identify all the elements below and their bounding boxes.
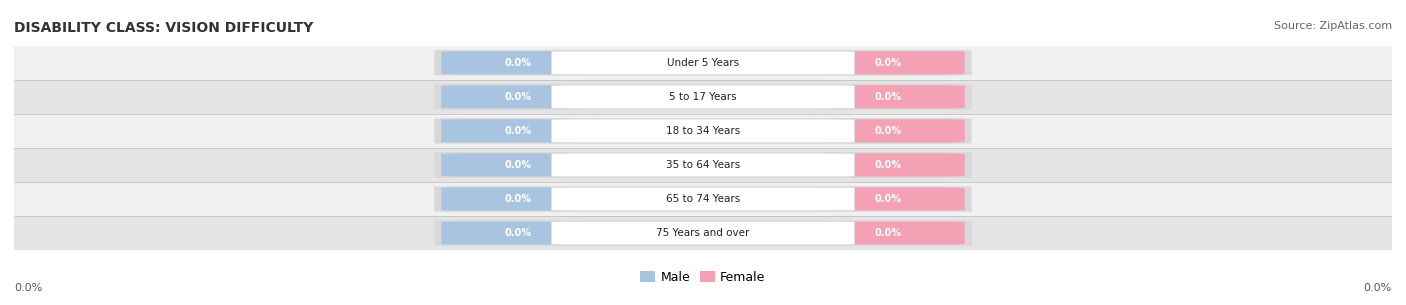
Text: 0.0%: 0.0% <box>875 228 901 238</box>
Text: 5 to 17 Years: 5 to 17 Years <box>669 92 737 102</box>
Text: 0.0%: 0.0% <box>875 194 901 204</box>
FancyBboxPatch shape <box>551 119 855 143</box>
Text: 18 to 34 Years: 18 to 34 Years <box>666 126 740 136</box>
Bar <box>14 182 1392 216</box>
Text: 0.0%: 0.0% <box>505 92 531 102</box>
Bar <box>14 216 1392 250</box>
Text: 0.0%: 0.0% <box>1364 283 1392 293</box>
FancyBboxPatch shape <box>434 152 972 178</box>
FancyBboxPatch shape <box>811 188 965 210</box>
FancyBboxPatch shape <box>551 51 855 74</box>
Text: Source: ZipAtlas.com: Source: ZipAtlas.com <box>1274 21 1392 31</box>
Text: 0.0%: 0.0% <box>875 58 901 68</box>
Text: 0.0%: 0.0% <box>505 58 531 68</box>
FancyBboxPatch shape <box>811 119 965 142</box>
FancyBboxPatch shape <box>434 84 972 110</box>
Bar <box>14 80 1392 114</box>
Bar <box>14 46 1392 80</box>
FancyBboxPatch shape <box>441 85 595 108</box>
Legend: Male, Female: Male, Female <box>636 266 770 289</box>
FancyBboxPatch shape <box>551 85 855 109</box>
Text: 75 Years and over: 75 Years and over <box>657 228 749 238</box>
FancyBboxPatch shape <box>811 51 965 74</box>
FancyBboxPatch shape <box>434 50 972 76</box>
Text: DISABILITY CLASS: VISION DIFFICULTY: DISABILITY CLASS: VISION DIFFICULTY <box>14 21 314 35</box>
FancyBboxPatch shape <box>811 221 965 245</box>
Text: 0.0%: 0.0% <box>505 126 531 136</box>
FancyBboxPatch shape <box>811 153 965 177</box>
FancyBboxPatch shape <box>551 187 855 211</box>
Text: 0.0%: 0.0% <box>505 160 531 170</box>
FancyBboxPatch shape <box>441 119 595 142</box>
Bar <box>14 114 1392 148</box>
Text: 0.0%: 0.0% <box>14 283 42 293</box>
FancyBboxPatch shape <box>551 221 855 245</box>
FancyBboxPatch shape <box>441 221 595 245</box>
Bar <box>14 148 1392 182</box>
Text: 0.0%: 0.0% <box>505 194 531 204</box>
FancyBboxPatch shape <box>441 188 595 210</box>
FancyBboxPatch shape <box>434 220 972 246</box>
FancyBboxPatch shape <box>811 85 965 108</box>
Text: 65 to 74 Years: 65 to 74 Years <box>666 194 740 204</box>
FancyBboxPatch shape <box>434 186 972 212</box>
Text: 0.0%: 0.0% <box>875 126 901 136</box>
Text: 0.0%: 0.0% <box>875 160 901 170</box>
Text: 0.0%: 0.0% <box>505 228 531 238</box>
Text: 0.0%: 0.0% <box>875 92 901 102</box>
FancyBboxPatch shape <box>441 153 595 177</box>
Text: 35 to 64 Years: 35 to 64 Years <box>666 160 740 170</box>
FancyBboxPatch shape <box>441 51 595 74</box>
Text: Under 5 Years: Under 5 Years <box>666 58 740 68</box>
FancyBboxPatch shape <box>551 153 855 177</box>
FancyBboxPatch shape <box>434 118 972 144</box>
